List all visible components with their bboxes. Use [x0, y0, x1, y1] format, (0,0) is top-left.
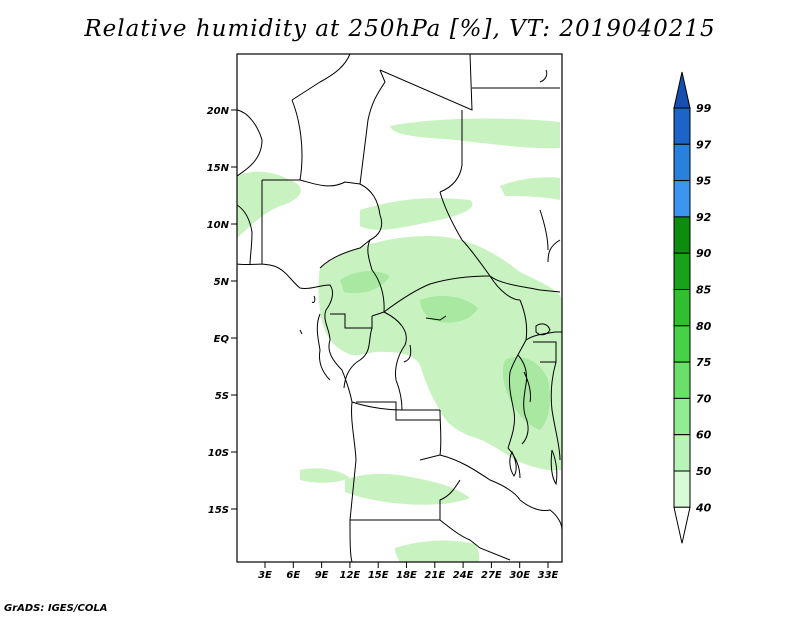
- lat-label: 5N: [214, 277, 230, 288]
- latitude-axis: 20N 15N 10N 5N EQ 5S 10S 15S: [207, 106, 237, 516]
- humidity-core-north: [340, 271, 390, 294]
- lon-label: 6E: [286, 570, 300, 581]
- country-borders: [236, 53, 563, 563]
- colorbar-segment: [673, 397, 691, 436]
- lon-label: 24E: [453, 570, 474, 581]
- colorbar-bottom-arrow: [673, 506, 691, 544]
- lat-label: 10S: [208, 448, 229, 459]
- lat-label: 15N: [207, 163, 230, 174]
- colorbar-segment: [673, 470, 691, 508]
- lon-label: 12E: [340, 570, 361, 581]
- humidity-field-strong: [340, 271, 550, 430]
- colorbar-label: 90: [696, 247, 712, 260]
- humidity-patch-chad: [500, 177, 560, 200]
- humidity-patch-southwest: [300, 468, 350, 483]
- lon-label: 3E: [258, 570, 272, 581]
- lat-label: 5S: [215, 391, 229, 402]
- lat-label: 10N: [207, 220, 230, 231]
- colorbar-label: 85: [696, 284, 712, 297]
- colorbar: 99 97 95 92 90 85 80 75 70 60 50 40: [673, 71, 712, 544]
- map-frame: [236, 53, 563, 563]
- lon-label: 30E: [509, 570, 530, 581]
- colorbar-segment: [673, 107, 691, 145]
- lon-label: 33E: [538, 570, 559, 581]
- colorbar-segment: [673, 143, 691, 182]
- lon-label: 9E: [315, 570, 329, 581]
- colorbar-label: 75: [696, 356, 712, 369]
- humidity-core-congo: [420, 295, 478, 323]
- humidity-patch-north: [390, 118, 560, 149]
- humidity-patch-southeast: [395, 540, 480, 562]
- humidity-patch-central: [318, 236, 562, 471]
- lakes: [299, 69, 558, 486]
- humidity-core-rift: [502, 356, 550, 430]
- colorbar-label: 40: [695, 501, 712, 514]
- colorbar-segment: [673, 434, 691, 472]
- lon-label: 27E: [481, 570, 502, 581]
- lat-label: 15S: [208, 505, 229, 516]
- lat-label: 20N: [207, 106, 230, 117]
- colorbar-label: 70: [696, 392, 712, 405]
- humidity-patch-northwest: [237, 171, 301, 238]
- colorbar-label: 95: [696, 175, 712, 188]
- colorbar-segment: [673, 252, 691, 290]
- credit-label: GrADS: IGES/COLA: [4, 603, 108, 614]
- colorbar-top-arrow: [673, 71, 691, 109]
- longitude-axis: 3E 6E 9E 12E 15E 18E 21E 24E 27E 30E 33E: [258, 562, 559, 581]
- colorbar-label: 50: [696, 465, 712, 478]
- colorbar-segment: [673, 216, 691, 254]
- colorbar-label: 97: [696, 138, 712, 151]
- colorbar-segment: [673, 180, 691, 218]
- colorbar-label: 60: [696, 429, 712, 442]
- lon-label: 18E: [396, 570, 417, 581]
- map-title: Relative humidity at 250hPa [%], VT: 201…: [84, 16, 716, 42]
- colorbar-label: 92: [696, 211, 712, 224]
- colorbar-label: 80: [696, 320, 712, 333]
- colorbar-segment: [673, 361, 691, 399]
- colorbar-segment: [673, 289, 691, 327]
- lon-label: 15E: [368, 570, 389, 581]
- humidity-field: [237, 118, 562, 562]
- humidity-patch-south: [345, 473, 470, 505]
- colorbar-label: 99: [696, 102, 712, 115]
- lon-label: 21E: [424, 570, 445, 581]
- colorbar-segment: [673, 325, 691, 363]
- lat-label: EQ: [214, 334, 230, 345]
